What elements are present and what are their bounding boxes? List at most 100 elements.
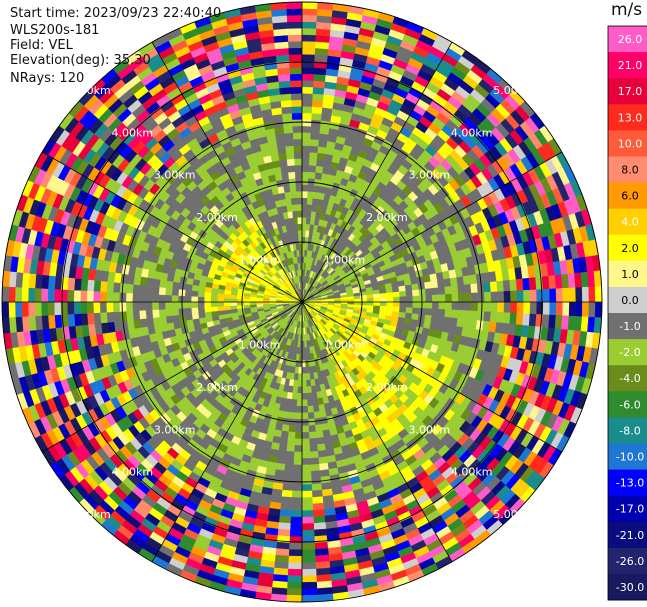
velocity-cell (112, 281, 121, 293)
velocity-cell (288, 47, 303, 55)
velocity-cell (278, 80, 291, 89)
velocity-cell (301, 47, 316, 55)
velocity-cell (287, 27, 303, 36)
velocity-cell (301, 184, 309, 192)
velocity-cell (301, 119, 312, 127)
velocity-cell (286, 158, 296, 167)
velocity-cell (496, 311, 505, 324)
velocity-cell (158, 294, 166, 303)
velocity-cell (145, 285, 154, 295)
velocity-cell (306, 210, 312, 218)
velocity-cell (287, 431, 296, 440)
velocity-cell (301, 203, 308, 212)
velocity-cell (279, 93, 292, 102)
velocity-cell (281, 489, 293, 498)
velocity-cell (555, 301, 564, 316)
velocity-cell (297, 230, 303, 238)
velocity-cell (309, 457, 320, 466)
velocity-cell (405, 301, 414, 309)
velocity-cell (296, 392, 303, 401)
velocity-cell (230, 301, 238, 307)
velocity-cell (314, 172, 323, 180)
velocity-cell (301, 425, 310, 433)
velocity-cell (210, 292, 218, 298)
velocity-cell (296, 399, 303, 407)
velocity-cell (291, 112, 303, 120)
velocity-cell (138, 309, 147, 320)
velocity-cell (379, 301, 388, 307)
velocity-cell (73, 277, 82, 291)
velocity-cell (279, 86, 292, 95)
velocity-cell (315, 430, 324, 439)
velocity-cell (311, 496, 324, 505)
velocity-cell (54, 314, 63, 329)
velocity-cell (438, 301, 446, 310)
velocity-cell (21, 301, 29, 317)
velocity-cell (313, 411, 321, 419)
velocity-cell (294, 158, 303, 166)
velocity-cell (291, 106, 303, 114)
velocity-cell (295, 412, 303, 420)
velocity-cell (290, 399, 298, 407)
velocity-cell (477, 301, 485, 312)
velocity-cell (313, 515, 326, 524)
velocity-cell (293, 151, 303, 159)
velocity-cell (172, 281, 180, 290)
velocity-cell (295, 177, 303, 186)
velocity-cell (146, 277, 155, 287)
velocity-cell (138, 284, 147, 295)
velocity-cell (210, 301, 218, 308)
velocity-cell (14, 301, 23, 318)
velocity-cell (301, 73, 315, 81)
velocity-cell (21, 287, 29, 303)
velocity-cell (311, 391, 318, 400)
velocity-cell (292, 217, 299, 225)
velocity-cell (275, 548, 290, 557)
velocity-cell (304, 347, 308, 355)
velocity-cell (458, 301, 466, 311)
velocity-cell (216, 297, 225, 303)
velocity-cell (297, 223, 303, 231)
velocity-cell (145, 309, 154, 319)
velocity-cell (316, 437, 325, 445)
velocity-cell (152, 278, 161, 288)
velocity-cell (164, 294, 172, 303)
velocity-cell (522, 313, 531, 327)
velocity-cell (516, 301, 524, 314)
velocity-cell (287, 210, 294, 219)
velocity-cell (294, 425, 303, 433)
velocity-cell (132, 292, 140, 303)
velocity-cell (301, 125, 312, 133)
velocity-cell (301, 138, 311, 146)
velocity-cell (301, 106, 313, 114)
velocity-cell (288, 555, 303, 564)
velocity-cell (275, 462, 286, 471)
velocity-cell (588, 301, 596, 318)
velocity-cell (278, 152, 288, 161)
velocity-cell (151, 286, 160, 295)
velocity-cell (306, 204, 313, 212)
velocity-cell (309, 145, 319, 154)
velocity-cell (301, 14, 318, 23)
velocity-cell (437, 316, 445, 325)
velocity-cell (27, 301, 36, 317)
velocity-cell (152, 316, 161, 326)
velocity-cell (47, 301, 55, 316)
velocity-cell (308, 164, 317, 173)
velocity-cell (283, 470, 294, 479)
velocity-cell (311, 99, 324, 108)
velocity-cell (28, 315, 37, 331)
velocity-cell (80, 278, 89, 291)
velocity-cell (301, 542, 316, 551)
velocity-cell (392, 301, 401, 308)
velocity-cell (515, 313, 524, 326)
velocity-cell (190, 301, 199, 309)
velocity-cell (279, 502, 292, 511)
velocity-cell (249, 304, 257, 308)
velocity-cell (86, 301, 94, 314)
velocity-cell (463, 310, 472, 320)
velocity-cell (93, 312, 102, 325)
velocity-cell (93, 301, 101, 314)
velocity-cell (568, 301, 577, 317)
